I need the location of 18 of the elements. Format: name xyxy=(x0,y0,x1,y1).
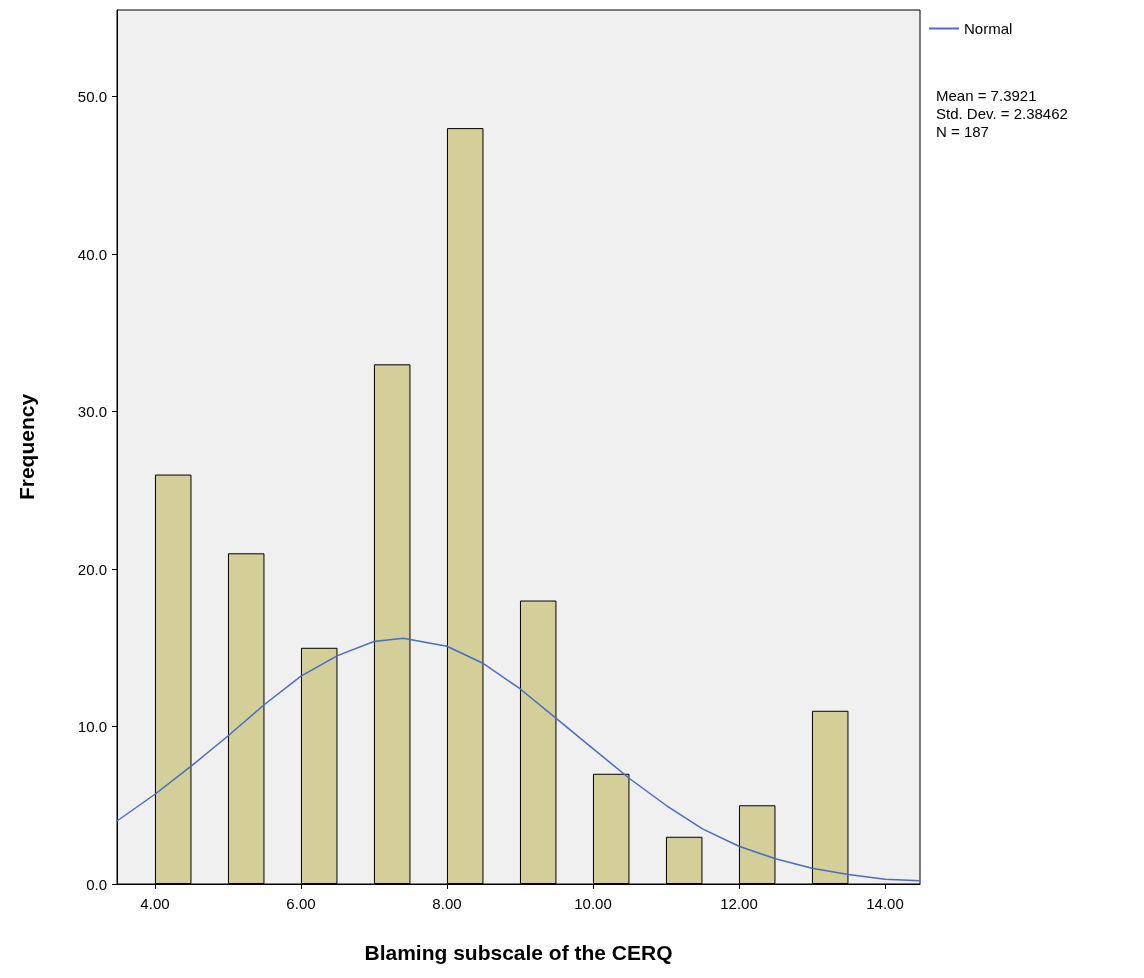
x-tick-label: 4.00 xyxy=(140,895,170,912)
text: Mean = 7.3921 xyxy=(936,87,1037,104)
x-tick-label: 6.00 xyxy=(286,895,316,912)
y-tick-label: 0.0 xyxy=(86,875,107,893)
text: Std. Dev. = 2.38462 xyxy=(936,105,1068,122)
legend-label: Normal xyxy=(964,20,1013,37)
x-tick-label: 10.00 xyxy=(574,895,612,912)
y-tick-label: 40.0 xyxy=(77,245,107,263)
x-axis-title: Blaming subscale of the CERQ xyxy=(364,941,673,964)
x-tick-label: 8.00 xyxy=(432,895,462,912)
y-tick-label: 30.0 xyxy=(77,403,107,421)
y-tick-label: 50.0 xyxy=(77,88,107,106)
x-tick-label: 14.00 xyxy=(866,895,904,912)
y-tick-label: 10.0 xyxy=(77,718,107,736)
y-axis-title: Frequency xyxy=(15,393,38,501)
y-tick-label: 20.0 xyxy=(77,560,107,578)
text: N = 187 xyxy=(936,123,989,140)
x-tick-label: 12.00 xyxy=(720,895,758,912)
